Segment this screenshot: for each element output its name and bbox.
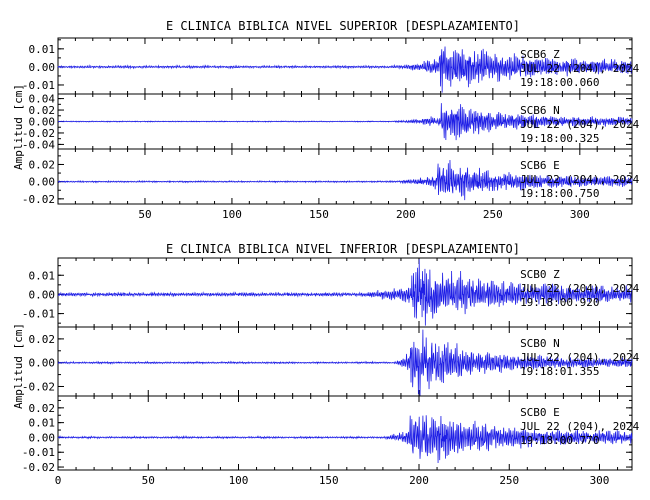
y-tick-label: 0.00 (29, 116, 56, 129)
waveform-trace (57, 103, 633, 141)
y-tick-label: 0.00 (29, 61, 56, 74)
y-tick-label: -0.02 (22, 461, 55, 474)
lower-chart-title: E CLINICA BIBLICA NIVEL INFERIOR [DESPLA… (166, 242, 520, 256)
x-tick-label: 0 (55, 474, 62, 487)
waveform-trace (57, 46, 633, 93)
y-tick-label: 0.01 (29, 269, 56, 282)
time-label: 19:18:00.060 (520, 76, 599, 89)
date-label: JUL 22 (204), 2024 (520, 351, 640, 364)
station-channel-label: SCB6 N (520, 104, 560, 117)
station-channel-label: SCB0 Z (520, 268, 560, 281)
y-tick-label: 0.00 (29, 431, 56, 444)
y-tick-label: -0.02 (22, 193, 55, 206)
upper-level-chart: E CLINICA BIBLICA NIVEL SUPERIOR [DESPLA… (12, 19, 640, 221)
waveform-trace (57, 329, 633, 396)
x-tick-label: 250 (483, 208, 503, 221)
y-tick-label: -0.01 (22, 308, 55, 321)
time-label: 19:18:00.920 (520, 296, 599, 309)
y-tick-label: 0.02 (29, 158, 56, 171)
upper-x-axis: 50 100 150 200 250 300 (138, 208, 589, 221)
x-tick-label: 250 (499, 474, 519, 487)
upper-y-axis-label: Amplitud [cm] (12, 84, 25, 170)
upper-chart-title: E CLINICA BIBLICA NIVEL SUPERIOR [DESPLA… (166, 19, 520, 33)
date-label: JUL 22 (204), 2024 (520, 62, 640, 75)
station-channel-label: SCB0 N (520, 337, 560, 350)
y-tick-label: 0.00 (29, 176, 56, 189)
x-tick-label: 200 (409, 474, 429, 487)
x-tick-label: 200 (396, 208, 416, 221)
y-tick-label: -0.02 (22, 127, 55, 140)
time-label: 19:18:00.325 (520, 132, 599, 145)
waveform-trace (57, 415, 633, 464)
y-tick-label: 0.02 (29, 402, 56, 415)
panel-frame (57, 148, 633, 205)
x-tick-label: 100 (229, 474, 249, 487)
waveform-trace (57, 159, 633, 201)
lower-y-axis-label: Amplitud [cm] (12, 323, 25, 409)
station-channel-label: SCB0 E (520, 406, 560, 419)
time-label: 19:18:01.355 (520, 365, 599, 378)
y-tick-label: 0.00 (29, 357, 56, 370)
y-tick-label: -0.04 (22, 138, 55, 151)
date-label: JUL 22 (204), 2024 (520, 282, 640, 295)
y-tick-label: -0.01 (22, 446, 55, 459)
y-tick-label: 0.04 (29, 93, 56, 106)
y-tick-label: 0.01 (29, 417, 56, 430)
y-tick-label: 0.02 (29, 333, 56, 346)
date-label: JUL 22 (204), 2024 (520, 420, 640, 433)
station-channel-label: SCB6 E (520, 159, 560, 172)
waveform-trace (57, 259, 633, 326)
y-tick-label: 0.01 (29, 43, 56, 56)
time-label: 19:18:00.750 (520, 187, 599, 200)
y-tick-label: 0.02 (29, 104, 56, 117)
x-tick-label: 50 (142, 474, 155, 487)
x-tick-label: 150 (309, 208, 329, 221)
y-tick-label: -0.02 (22, 380, 55, 393)
date-label: JUL 22 (204), 2024 (520, 173, 640, 186)
x-tick-label: 300 (590, 474, 610, 487)
lower-x-axis: 0 50 100 150 200 250 300 (55, 474, 610, 487)
y-tick-label: -0.01 (22, 79, 55, 92)
x-tick-label: 100 (222, 208, 242, 221)
date-label: JUL 22 (204), 2024 (520, 118, 640, 131)
x-tick-label: 50 (138, 208, 151, 221)
lower-level-chart: E CLINICA BIBLICA NIVEL INFERIOR [DESPLA… (12, 242, 640, 487)
x-tick-label: 300 (570, 208, 590, 221)
y-tick-label: 0.00 (29, 288, 56, 301)
x-tick-label: 150 (319, 474, 339, 487)
station-channel-label: SCB6 Z (520, 48, 560, 61)
time-label: 19:18:00.770 (520, 434, 599, 447)
